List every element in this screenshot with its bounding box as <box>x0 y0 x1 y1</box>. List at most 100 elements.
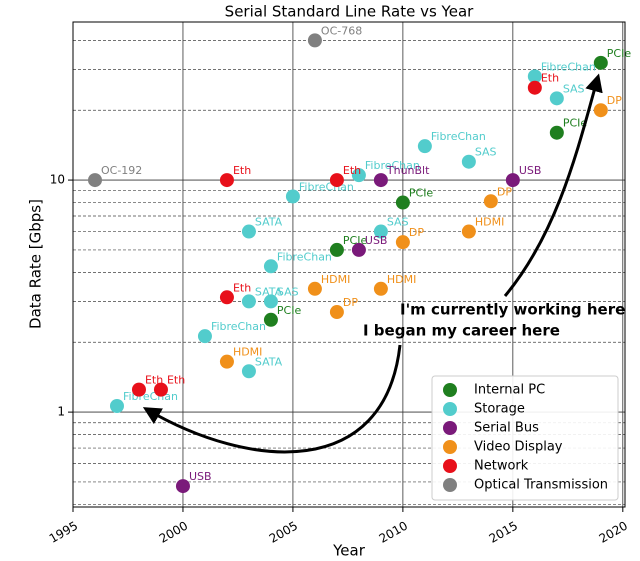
point-label: HDMI <box>321 273 350 286</box>
point <box>307 33 322 48</box>
x-tick-label: 2000 <box>157 519 190 546</box>
point-label: Eth <box>541 72 559 85</box>
legend-marker <box>443 421 457 435</box>
point-label: FibreChan <box>541 60 596 73</box>
point <box>461 224 476 239</box>
point <box>197 329 212 344</box>
point <box>307 281 322 296</box>
y-axis-label: Data Rate [Gbps] <box>27 199 45 329</box>
point <box>241 294 256 309</box>
point <box>241 224 256 239</box>
point-label: PCIe <box>409 187 434 200</box>
point-label: USB <box>519 164 542 177</box>
legend-label: Optical Transmission <box>474 478 608 493</box>
legend: Internal PC Storage Serial Bus Video Displa… <box>431 375 619 501</box>
point-label: USB <box>365 234 388 247</box>
point-label: PCIe <box>607 47 632 60</box>
y-tick-label: 1 <box>57 405 65 419</box>
point-label: SAS <box>475 146 497 159</box>
point <box>175 479 190 494</box>
point-label: SAS <box>277 285 299 298</box>
point-label: OC-192 <box>101 164 142 177</box>
legend-label: Video Display <box>474 440 563 455</box>
point-label: DP <box>409 226 424 239</box>
chart-title: Serial Standard Line Rate vs Year <box>225 3 474 21</box>
legend-label: Serial Bus <box>474 421 539 436</box>
point <box>241 364 256 379</box>
point <box>329 173 344 188</box>
point <box>219 354 234 369</box>
legend-marker <box>443 383 457 397</box>
point <box>285 189 300 204</box>
point-label: SATA <box>255 355 283 368</box>
point-label: Eth <box>233 164 251 177</box>
point-label: HDMI <box>475 216 504 229</box>
point <box>395 235 410 250</box>
point-label: SATA <box>255 285 283 298</box>
point <box>153 382 168 397</box>
point-label: PCIe <box>563 117 588 130</box>
point-label: FibreChan <box>431 130 486 143</box>
point <box>527 80 542 95</box>
point-label: USB <box>189 470 212 483</box>
point <box>549 125 564 140</box>
point <box>527 69 542 84</box>
point-label: Eth <box>233 281 251 294</box>
legend-marker <box>443 440 457 454</box>
arrow <box>142 344 402 454</box>
point <box>373 281 388 296</box>
point <box>373 224 388 239</box>
point <box>351 242 366 257</box>
point-label: SATA <box>255 216 283 229</box>
point <box>505 173 520 188</box>
point-label: HDMI <box>387 273 416 286</box>
point-label: Eth <box>343 164 361 177</box>
point <box>549 91 564 106</box>
point <box>351 168 366 183</box>
point-label: FibreChan <box>123 390 178 403</box>
point-label: FibreChan <box>277 250 332 263</box>
point <box>593 55 608 70</box>
point-label: DP <box>497 185 512 198</box>
point <box>483 194 498 209</box>
point <box>329 242 344 257</box>
point <box>263 259 278 274</box>
legend-frame <box>431 375 619 501</box>
point <box>593 103 608 118</box>
legend-label: Internal PC <box>474 383 545 398</box>
x-tick-label: 1995 <box>47 519 80 546</box>
point <box>395 195 410 210</box>
legend-marker <box>443 459 457 473</box>
point <box>219 173 234 188</box>
point-label: ThunBlt <box>386 164 430 177</box>
point-label: FibreChan <box>211 320 266 333</box>
x-tick-label: 2005 <box>267 519 300 546</box>
point <box>87 173 102 188</box>
point <box>417 139 432 154</box>
point <box>219 290 234 305</box>
legend-label: Storage <box>474 402 525 417</box>
legend-marker <box>443 402 457 416</box>
x-tick-label: 2020 <box>597 519 630 546</box>
point <box>263 294 278 309</box>
point-label: FibreChan <box>299 180 354 193</box>
x-axis-label: Year <box>332 542 366 560</box>
point-label: DP <box>607 94 622 107</box>
marks: PCIePCIePCIePCIePCIeFibreChanFibreChanFi… <box>87 24 632 494</box>
legend-label: Network <box>474 459 529 474</box>
legend-marker <box>443 478 457 492</box>
point <box>263 312 278 327</box>
annotation: I'm currently working here <box>400 301 625 319</box>
point-label: PCIe <box>277 304 302 317</box>
point-label: SAS <box>563 82 585 95</box>
point <box>131 382 146 397</box>
x-tick-label: 2015 <box>487 519 520 546</box>
point-label: FibreChan <box>365 159 420 172</box>
point-label: SAS <box>387 216 409 229</box>
x-tick-label: 2010 <box>377 519 410 546</box>
plot-frame <box>72 21 626 508</box>
point-label: OC-768 <box>321 24 362 37</box>
y-tick-label: 10 <box>50 173 65 187</box>
point <box>109 399 124 414</box>
